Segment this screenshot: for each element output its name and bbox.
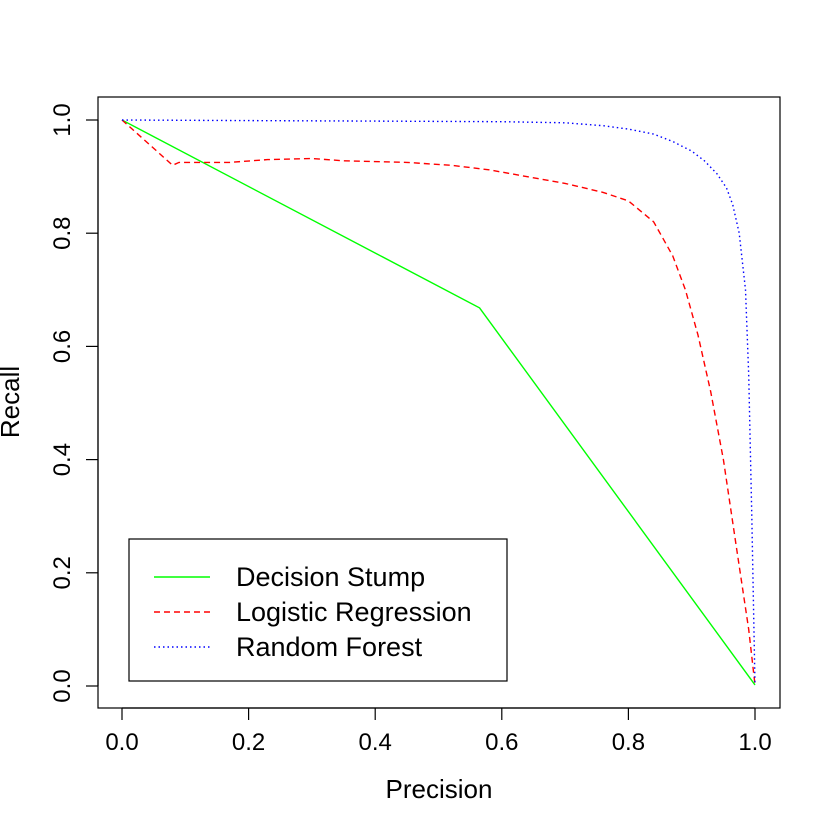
series-line-random-forest bbox=[121, 119, 756, 685]
y-tick-label: 0.0 bbox=[49, 669, 76, 702]
series-layer bbox=[121, 119, 756, 686]
y-tick-label: 0.2 bbox=[49, 556, 76, 589]
legend-label: Random Forest bbox=[236, 632, 423, 662]
y-tick-label: 0.6 bbox=[49, 330, 76, 363]
legend: Decision Stump Logistic Regression Random … bbox=[128, 538, 508, 682]
y-tick-label: 1.0 bbox=[49, 103, 76, 136]
x-tick-label: 0.8 bbox=[612, 729, 645, 756]
legend-label: Logistic Regression bbox=[236, 597, 472, 627]
y-tick-label: 0.4 bbox=[49, 443, 76, 476]
y-tick-label: 0.8 bbox=[49, 217, 76, 250]
legend-box bbox=[128, 538, 508, 682]
x-tick-label: 0.4 bbox=[359, 729, 392, 756]
x-tick-label: 0.2 bbox=[232, 729, 265, 756]
x-axis-title: Precision bbox=[386, 774, 493, 804]
series-line-logistic-regression bbox=[121, 119, 756, 685]
x-tick-label: 0.6 bbox=[485, 729, 518, 756]
legend-label: Decision Stump bbox=[236, 562, 425, 592]
x-tick-label: 1.0 bbox=[738, 729, 771, 756]
series-line-decision-stump bbox=[121, 119, 756, 686]
axes-layer: 0.0 0.2 0.4 0.6 0.8 1.0 0.0 0.2 0.4 0.6 0.8 1.0 bbox=[49, 103, 772, 756]
y-axis-title: Recall bbox=[0, 366, 25, 438]
x-tick-label: 0.0 bbox=[105, 729, 138, 756]
legend-items: Decision Stump Logistic Regression Random … bbox=[154, 562, 472, 662]
